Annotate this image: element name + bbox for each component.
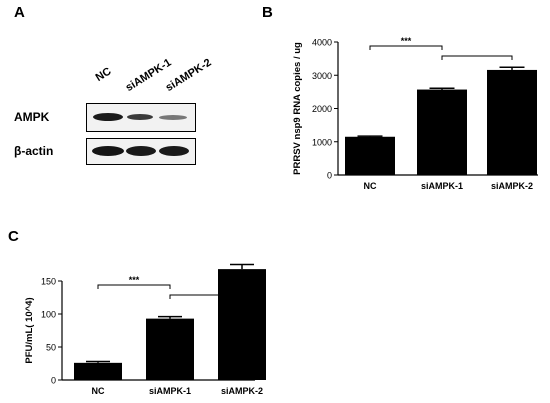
y-tick-label: 2000 <box>312 104 332 114</box>
blot-row-label-beta-actin: β-actin <box>14 144 54 158</box>
band-ampk-nc <box>93 113 123 121</box>
bar <box>487 69 537 175</box>
bar <box>218 269 266 380</box>
significance-label: *** <box>129 275 140 285</box>
significance-bracket <box>369 45 443 50</box>
x-tick-label: siAMPK-1 <box>149 386 191 396</box>
significance-label: *** <box>401 36 412 46</box>
band-actin-siampk-2 <box>159 146 189 156</box>
y-tick-label: 50 <box>46 343 56 353</box>
x-tick-label: siAMPK-2 <box>221 386 263 396</box>
x-tick-label: siAMPK-1 <box>421 181 463 191</box>
y-axis-label: PRRSV nsp9 RNA copies / ug <box>292 42 303 175</box>
blot-strip-beta-actin <box>86 138 196 165</box>
band-actin-nc <box>92 146 124 156</box>
x-tick-label: siAMPK-2 <box>491 181 533 191</box>
y-tick-label: 150 <box>41 277 56 287</box>
bar <box>417 89 467 175</box>
y-tick-label: 0 <box>327 171 332 181</box>
band-ampk-siampk-2 <box>159 115 187 120</box>
blot-strip-ampk <box>86 103 196 132</box>
significance-bracket <box>441 55 513 60</box>
bar <box>345 136 395 175</box>
y-tick-label: 3000 <box>312 71 332 81</box>
panel-label-a: A <box>14 4 25 21</box>
x-tick-label: NC <box>364 181 377 191</box>
x-tick-label: NC <box>92 386 105 396</box>
blot-row-label-ampk: AMPK <box>14 110 50 124</box>
band-ampk-siampk-1 <box>127 114 153 120</box>
significance-bracket <box>97 284 171 289</box>
western-blot: NC siAMPK-1 siAMPK-2 AMPK β-actin <box>0 0 260 190</box>
y-tick-label: 0 <box>51 376 56 386</box>
y-tick-label: 1000 <box>312 137 332 147</box>
bar <box>146 318 194 380</box>
bar <box>74 362 122 380</box>
y-tick-label: 4000 <box>312 38 332 48</box>
y-axis-label: PFU/mL( 10^4) <box>24 297 35 363</box>
band-actin-siampk-1 <box>126 146 156 156</box>
significance-bracket <box>169 294 243 299</box>
panel-label-b: B <box>262 4 273 21</box>
y-tick-label: 100 <box>41 310 56 320</box>
panel-label-c: C <box>8 228 19 245</box>
